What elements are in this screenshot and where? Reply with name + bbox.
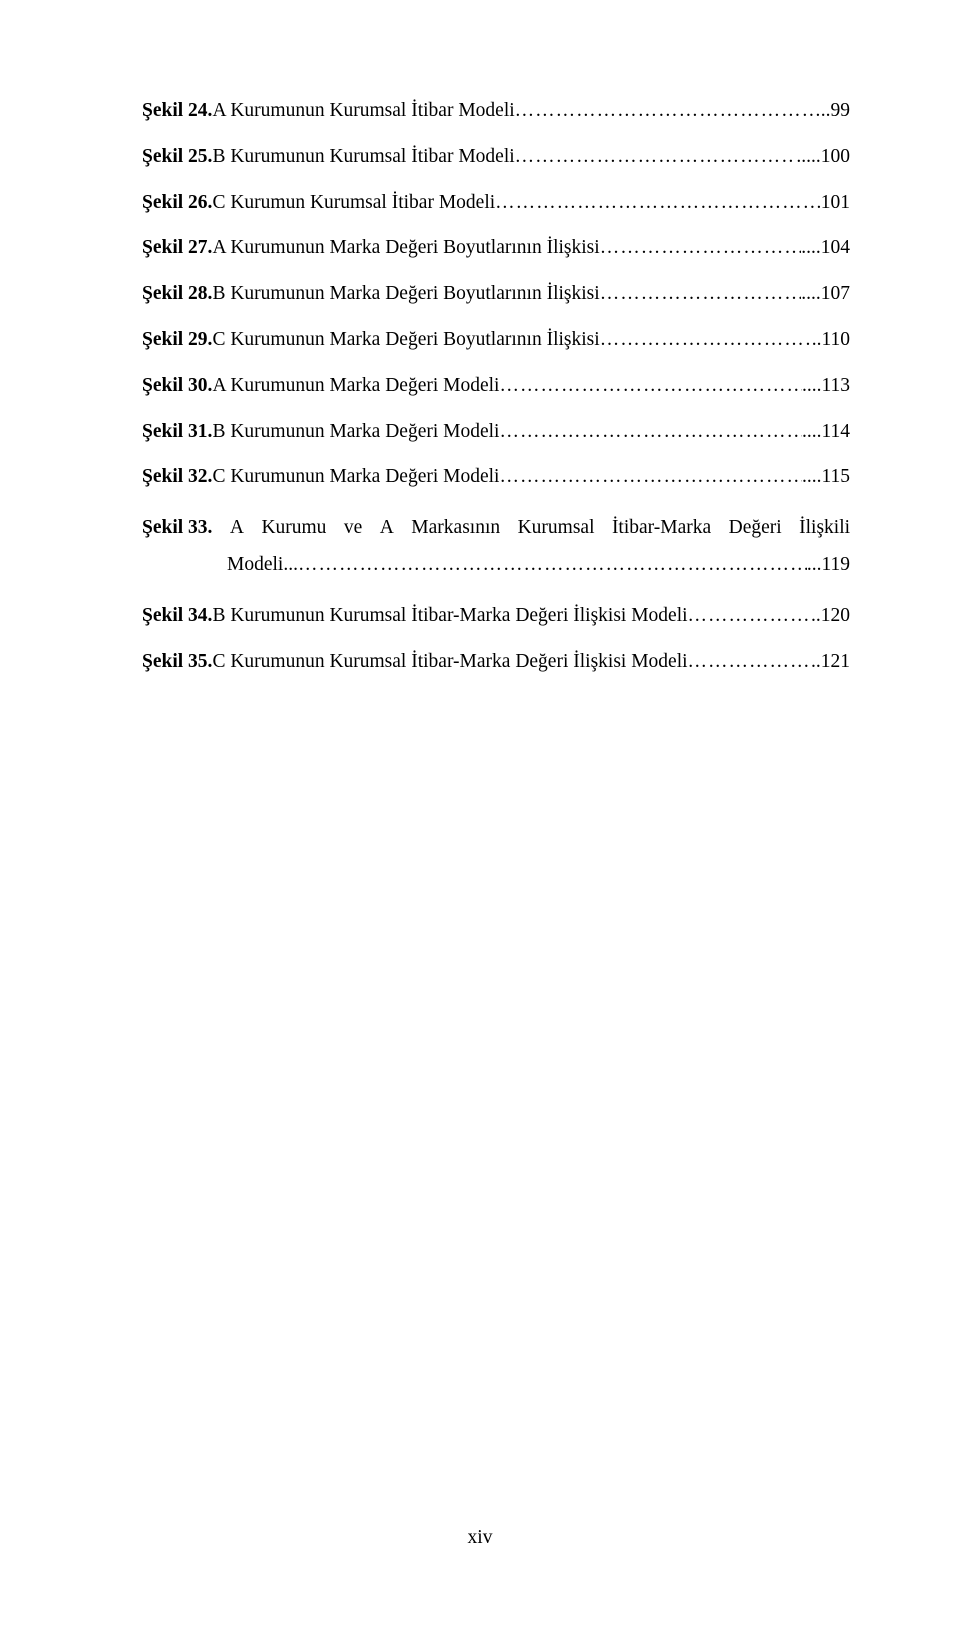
toc-word: A xyxy=(380,509,394,546)
toc-leader xyxy=(515,97,821,124)
toc-text: C Kurumunun Marka Değeri Modeli xyxy=(212,463,499,490)
toc-label: Şekil 29. xyxy=(142,326,212,353)
toc-entry: Şekil 26. C Kurumun Kurumsal İtibar Mode… xyxy=(142,189,850,216)
toc-entry: Şekil 34. B Kurumunun Kurumsal İtibar-Ma… xyxy=(142,602,850,629)
toc-leader xyxy=(600,280,802,307)
toc-entry: Şekil 32. C Kurumunun Marka Değeri Model… xyxy=(142,463,850,490)
toc-word: Kurumsal xyxy=(518,509,595,546)
toc-entry: Şekil 27. A Kurumunun Marka Değeri Boyut… xyxy=(142,234,850,261)
toc-multiline-line2: Modeli ... ...119 xyxy=(142,546,850,583)
toc-entry: Şekil 35. C Kurumunun Kurumsal İtibar-Ma… xyxy=(142,648,850,675)
toc-suffix: .. xyxy=(802,372,812,399)
toc-suffix: .. xyxy=(796,143,806,170)
toc-page: 110 xyxy=(821,326,850,353)
toc-text: B Kurumunun Marka Değeri Modeli xyxy=(212,418,499,445)
toc-text: C Kurumun Kurumsal İtibar Modeli xyxy=(212,189,495,216)
toc-label: Şekil 26. xyxy=(142,189,212,216)
toc-leader xyxy=(600,326,812,353)
toc-label: Şekil 35. xyxy=(142,648,212,675)
toc-label: Şekil 28. xyxy=(142,280,212,307)
toc-label: Şekil 24. xyxy=(142,97,212,124)
toc-page: ..121 xyxy=(811,648,850,675)
toc-label: Şekil 31. xyxy=(142,418,212,445)
toc-label: Şekil 34. xyxy=(142,602,212,629)
toc-suffix: .. xyxy=(802,418,812,445)
toc-word: Markasının xyxy=(411,509,500,546)
toc-leader xyxy=(688,648,811,675)
toc-text: B Kurumunun Marka Değeri Boyutlarının İl… xyxy=(212,280,599,307)
toc-label: Şekil 25. xyxy=(142,143,212,170)
toc-label: Şekil 27. xyxy=(142,234,212,261)
toc-page: 99 xyxy=(831,97,851,124)
toc-word: İlişkili xyxy=(799,509,850,546)
toc-suffix: .. xyxy=(812,326,822,353)
toc-page: ..114 xyxy=(812,418,850,445)
toc-leader xyxy=(499,418,802,445)
toc-leader xyxy=(499,463,802,490)
toc-page: ..113 xyxy=(812,372,850,399)
toc-suffix: ... xyxy=(801,280,816,307)
toc-word: A xyxy=(230,509,244,546)
toc-page: ..120 xyxy=(811,602,850,629)
toc-word: Değeri xyxy=(729,509,782,546)
toc-page: ..104 xyxy=(811,234,850,261)
toc-entry: Şekil 31. B Kurumunun Marka Değeri Model… xyxy=(142,418,850,445)
toc-entry: Şekil 25. B Kurumunun Kurumsal İtibar Mo… xyxy=(142,143,850,170)
toc-label: Şekil 30. xyxy=(142,372,212,399)
toc-leader xyxy=(298,546,807,583)
toc-page: ...119 xyxy=(807,546,850,583)
toc-leader xyxy=(499,372,802,399)
toc-leader xyxy=(600,234,802,261)
toc-text: C Kurumunun Kurumsal İtibar-Marka Değeri… xyxy=(212,648,687,675)
toc-text: A Kurumunun Kurumsal İtibar Modeli xyxy=(212,97,514,124)
toc-multiline-line1: Şekil 33. A Kurumu ve A Markasının Kurum… xyxy=(142,509,850,546)
toc-page: .107 xyxy=(816,280,850,307)
page-container: Şekil 24. A Kurumunun Kurumsal İtibar Mo… xyxy=(0,0,960,1643)
toc-page: .115 xyxy=(817,463,850,490)
toc-text: B Kurumunun Kurumsal İtibar Modeli xyxy=(212,143,514,170)
toc-entry: Şekil 28. B Kurumunun Marka Değeri Boyut… xyxy=(142,280,850,307)
toc-label: Şekil 32. xyxy=(142,463,212,490)
toc-word: İtibar-Marka xyxy=(612,509,711,546)
toc-text: A Kurumunun Marka Değeri Modeli xyxy=(212,372,499,399)
toc-text: Modeli xyxy=(227,546,283,583)
toc-text: A Kurumunun Marka Değeri Boyutlarının İl… xyxy=(212,234,599,261)
toc-label: Şekil 33. xyxy=(142,509,212,546)
toc-word: ve xyxy=(344,509,362,546)
toc-suffix: ... xyxy=(283,546,298,583)
toc-leader xyxy=(688,602,811,629)
toc-word: Kurumu xyxy=(261,509,326,546)
toc-leader xyxy=(515,143,797,170)
toc-suffix: .. xyxy=(821,97,831,124)
toc-suffix: .. xyxy=(801,234,811,261)
page-number-footer: xiv xyxy=(0,1527,960,1549)
toc-leader xyxy=(495,189,821,216)
toc-entry-multiline: Şekil 33. A Kurumu ve A Markasının Kurum… xyxy=(142,509,850,583)
toc-text: B Kurumunun Kurumsal İtibar-Marka Değeri… xyxy=(212,602,687,629)
toc-entry: Şekil 30. A Kurumunun Marka Değeri Model… xyxy=(142,372,850,399)
toc-entry: Şekil 29. C Kurumunun Marka Değeri Boyut… xyxy=(142,326,850,353)
toc-page: 101 xyxy=(821,189,850,216)
toc-page: ...100 xyxy=(806,143,850,170)
toc-suffix: ... xyxy=(802,463,817,490)
toc-text: C Kurumunun Marka Değeri Boyutlarının İl… xyxy=(212,326,599,353)
toc-entry: Şekil 24. A Kurumunun Kurumsal İtibar Mo… xyxy=(142,97,850,124)
